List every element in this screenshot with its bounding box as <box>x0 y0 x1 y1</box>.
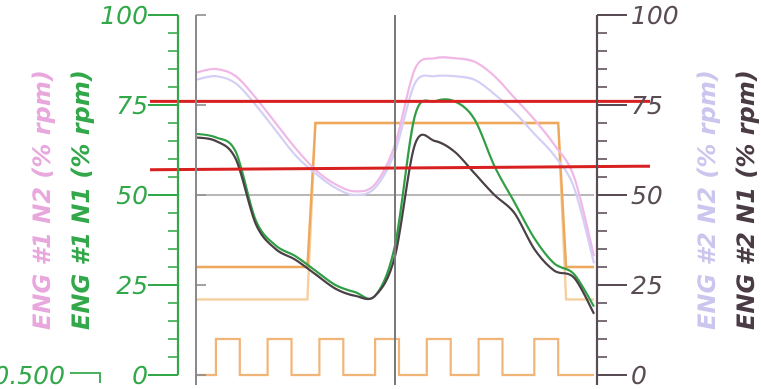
right-axis-label-eng2-n1: ENG #2 N1 (% rpm) <box>732 70 760 330</box>
axes-group: 0 25 50 75 100 0.500 0 25 50 75 100 <box>0 1 679 389</box>
left-tick-label: 75 <box>116 91 148 120</box>
left-tick-label: 25 <box>116 271 148 300</box>
reference-lines-group <box>149 99 651 172</box>
line-series-eng1_n2 <box>195 56 596 257</box>
left-axis-label-eng1-n1: ENG #1 N1 (% rpm) <box>67 70 95 330</box>
left-tick-label: 0 <box>132 361 148 389</box>
pulse-series-group <box>196 337 594 377</box>
left-bottom-scale-bracket <box>70 372 101 383</box>
left-bottom-scale-label: 0.500 <box>0 361 65 389</box>
right-tick-label: 100 <box>631 1 679 30</box>
right-tick-label: 0 <box>631 361 647 389</box>
step-series-step_upper <box>196 121 594 269</box>
reference-line-2 <box>149 164 651 172</box>
right-tick-label: 75 <box>631 91 663 120</box>
left-axis-label-eng1-n2: ENG #1 N2 (% rpm) <box>28 70 56 330</box>
right-axis-label-eng2-n2: ENG #2 N2 (% rpm) <box>693 70 721 330</box>
step-series-group <box>196 121 594 301</box>
left-tick-label: 100 <box>100 1 148 30</box>
left-tick-label: 50 <box>116 181 148 210</box>
pulse-series <box>196 337 594 377</box>
right-tick-label: 25 <box>631 271 663 300</box>
right-tick-label: 50 <box>631 181 663 210</box>
